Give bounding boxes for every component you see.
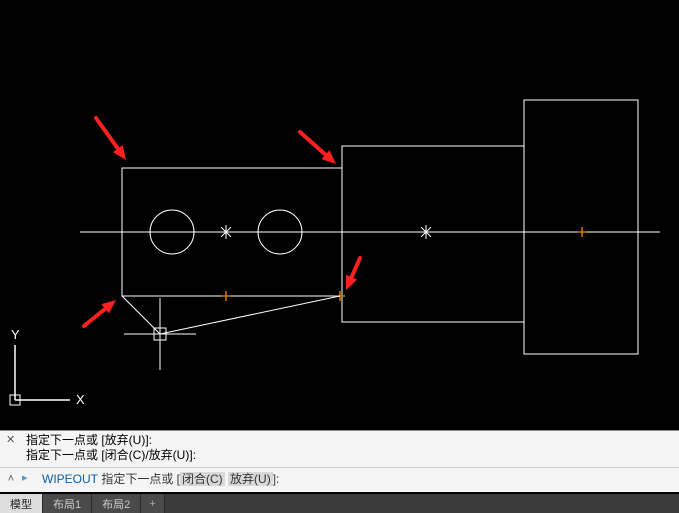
svg-text:Y: Y [11,327,20,342]
command-history: ✕ 指定下一点或 [放弃(U)]: 指定下一点或 [闭合(C)/放弃(U)]: [0,431,679,467]
command-input-text: WIPEOUT 指定下一点或 [闭合(C) 放弃(U)]: [42,470,279,487]
drawing-svg: XY [0,0,679,430]
command-prompt-icon: ▸ [22,471,38,487]
command-name: WIPEOUT [42,472,98,486]
tab-layout2[interactable]: 布局2 [92,494,141,513]
option-close[interactable]: 闭合(C) [180,472,225,486]
tab-add[interactable]: + [141,494,164,513]
layout-tabs: 模型 布局1 布局2 + [0,494,679,513]
option-undo[interactable]: 放弃(U) [228,472,273,486]
expand-icon[interactable]: ˄ [4,472,18,486]
history-line: 指定下一点或 [放弃(U)]: [26,433,673,448]
tab-layout1[interactable]: 布局1 [43,494,92,513]
command-input-row[interactable]: ˄ ▸ WIPEOUT 指定下一点或 [闭合(C) 放弃(U)]: [0,467,679,489]
drawing-canvas[interactable]: XY [0,0,679,430]
svg-text:X: X [76,392,85,407]
close-icon[interactable]: ✕ [6,433,20,447]
history-line: 指定下一点或 [闭合(C)/放弃(U)]: [26,448,673,463]
tab-model[interactable]: 模型 [0,494,43,513]
command-panel: ✕ 指定下一点或 [放弃(U)]: 指定下一点或 [闭合(C)/放弃(U)]: … [0,430,679,492]
